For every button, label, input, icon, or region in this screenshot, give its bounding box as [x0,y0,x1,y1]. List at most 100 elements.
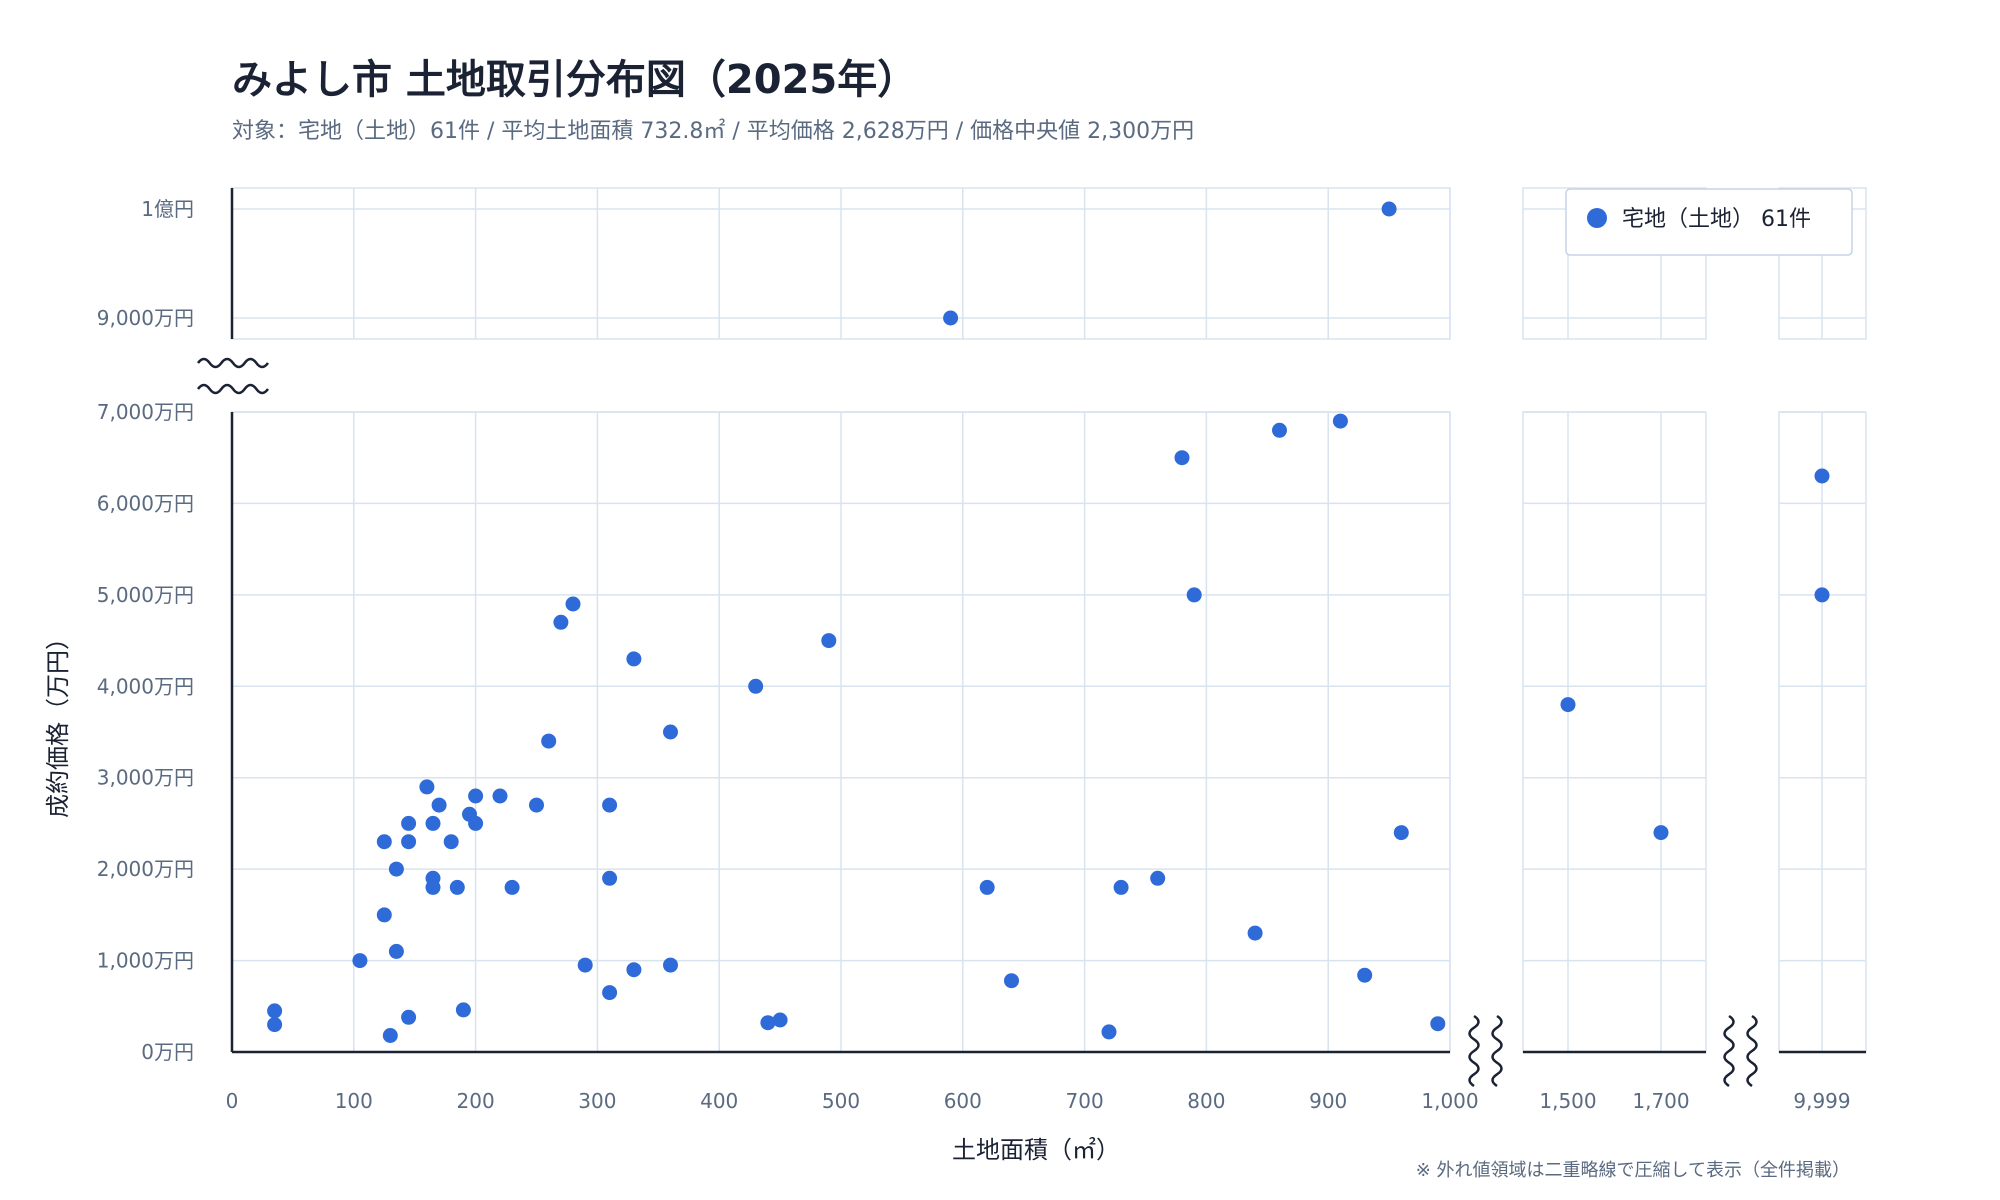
data-point [1381,201,1397,217]
data-point [1332,413,1348,429]
data-point [425,870,441,886]
y-tick-label: 7,000万円 [97,400,194,424]
data-point [1814,468,1830,484]
data-point [553,614,569,630]
data-point [1560,697,1576,713]
data-point [492,788,508,804]
y-axis-label: 成約価格（万円） [44,626,72,818]
data-point [565,596,581,612]
x-tick-label: 100 [335,1089,373,1113]
axis-break-mark [1723,1014,1735,1088]
data-point [401,815,417,831]
data-point [602,797,618,813]
data-point [602,985,618,1001]
data-point [979,879,995,895]
data-point [626,651,642,667]
legend-marker [1587,208,1607,228]
data-point [1150,870,1166,886]
data-point [1247,925,1263,941]
x-tick-label: 800 [1187,1089,1225,1113]
data-point [1004,973,1019,989]
data-point [352,953,368,969]
data-point [376,834,392,850]
y-tick-label: 0万円 [141,1040,194,1064]
data-point [431,797,447,813]
data-point [455,1002,471,1018]
data-point [382,1028,398,1043]
axis-break-mark [196,383,270,395]
axis-break-mark [1468,1014,1480,1088]
chart-title: みよし市 土地取引分布図（2025年） [232,57,917,103]
x-tick-label: 200 [457,1089,495,1113]
data-point [388,861,404,877]
x-tick-label: 400 [700,1089,738,1113]
data-point [602,870,618,886]
data-point [1186,587,1202,603]
data-point [663,724,678,740]
data-points [267,201,1830,1043]
x-tick-label: 1,000 [1421,1089,1478,1113]
footnote: ※ 外れ値領域は二重略線で圧縮して表示（全件掲載） [1416,1160,1850,1181]
data-point [443,834,459,850]
data-point [1430,1016,1446,1032]
axis-break-mark [1746,1014,1758,1088]
data-point [748,678,764,694]
axis-break-mark [196,357,270,369]
data-point [468,815,484,831]
data-point [626,962,642,978]
data-point [388,943,404,959]
data-point [267,1017,283,1033]
data-point [267,1003,283,1019]
x-tick-label: 0 [226,1089,239,1113]
data-point [425,815,441,831]
x-tick-label: 900 [1309,1089,1347,1113]
y-tick-label: 3,000万円 [97,766,194,790]
data-point [821,633,837,649]
data-point [1357,967,1373,983]
data-point [541,733,557,749]
y-tick-label: 1,000万円 [97,949,194,973]
data-point [449,879,465,895]
panel-frame [1522,411,1707,1053]
x-tick-label: 300 [578,1089,616,1113]
y-tick-label: 9,000万円 [97,306,194,330]
y-tick-label: 2,000万円 [97,857,194,881]
data-point [1113,879,1129,895]
data-point [504,879,520,895]
y-tick-label: 6,000万円 [97,491,194,515]
axis-break-marks [196,357,1758,1090]
x-tick-label: 1,700 [1632,1089,1689,1113]
chart-subtitle: 対象：宅地（土地）61件 / 平均土地面積 732.8㎡ / 平均価格 2,62… [232,118,1194,144]
data-point [529,797,544,813]
data-point [1272,422,1287,438]
y-tick-label: 5,000万円 [97,583,194,607]
axis-break-mark [1491,1014,1503,1088]
data-point [1653,825,1669,841]
data-point [401,834,417,850]
data-point [376,907,392,923]
y-tick-label: 1億円 [141,197,194,221]
grid-layer [231,187,1867,1053]
x-tick-label: 9,999 [1793,1089,1850,1113]
data-point [468,788,484,804]
legend-box [1565,188,1853,256]
data-point [760,1015,776,1031]
x-axis-label: 土地面積（㎡） [952,1136,1120,1164]
data-point [1101,1024,1117,1040]
x-tick-label: 1,500 [1539,1089,1596,1113]
data-point [401,1009,417,1025]
legend-label: 宅地（土地） 61件 [1622,207,1811,232]
tick-labels: 0万円 1,000万円 2,000万円 3,000万円 4,000万円 5,000万円 6,… [97,197,1851,1113]
data-point [577,957,593,973]
x-tick-label: 700 [1066,1089,1104,1113]
data-point [1814,587,1830,603]
panel-frame [1522,187,1707,340]
legend: 宅地（土地） 61件 [1565,188,1853,256]
data-point [772,1012,788,1028]
x-tick-label: 600 [944,1089,982,1113]
axis-layer [230,188,1866,1054]
data-point [663,957,678,973]
data-point [1393,825,1409,841]
data-point [943,310,959,326]
